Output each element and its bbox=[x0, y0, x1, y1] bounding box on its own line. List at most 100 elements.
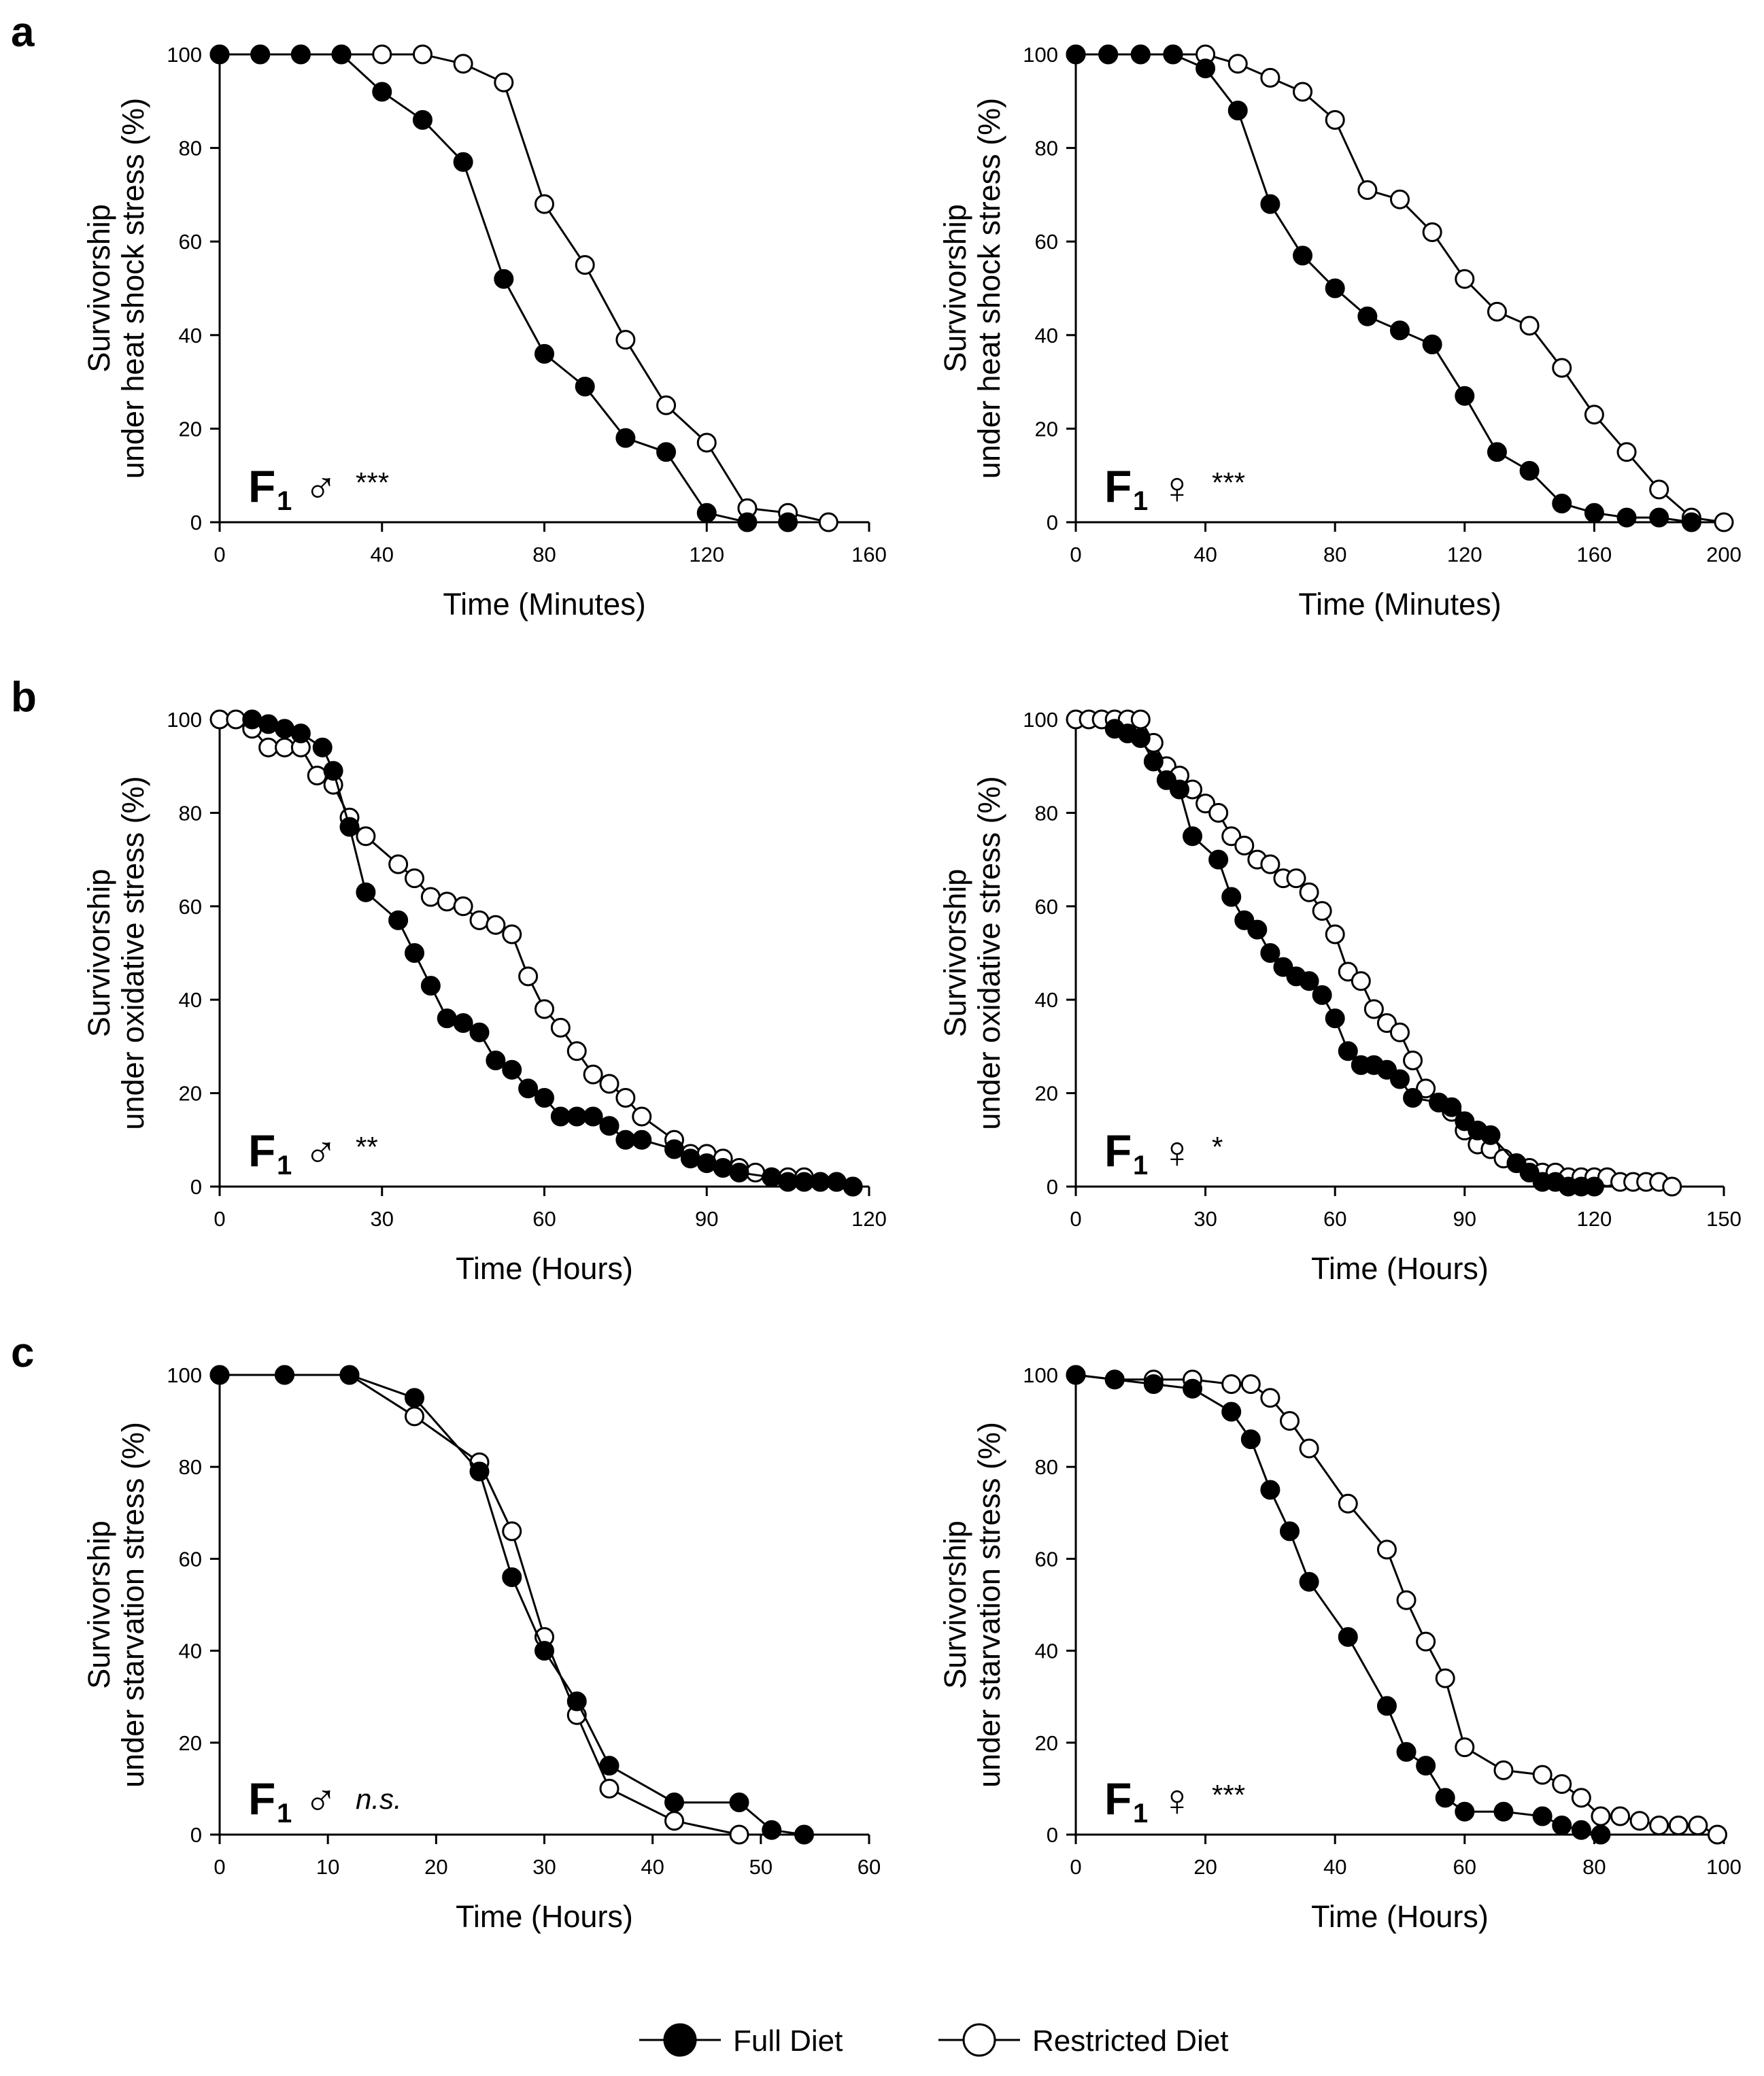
data-point-full-diet bbox=[1066, 1365, 1086, 1385]
y-axis-label-line1: Survivorship bbox=[82, 1520, 116, 1689]
data-point-restricted-diet bbox=[583, 1064, 603, 1085]
y-tick-label: 100 bbox=[167, 1363, 202, 1387]
group-subscript: 1 bbox=[1133, 1799, 1148, 1828]
data-point-restricted-diet bbox=[356, 826, 376, 847]
chart-panel-6: 0 20 40 60 80 100 0 20 40 60 80 100 Time (Hours) Surv… bbox=[938, 1363, 1742, 1934]
x-tick-label: 0 bbox=[1070, 543, 1081, 566]
data-point-restricted-diet bbox=[502, 1521, 522, 1542]
data-point-restricted-diet bbox=[632, 1106, 652, 1127]
x-tick-label: 100 bbox=[1706, 1855, 1742, 1879]
data-point-restricted-diet bbox=[1363, 999, 1384, 1019]
data-point-restricted-diet bbox=[1390, 1022, 1410, 1042]
y-tick-label: 100 bbox=[1023, 1363, 1058, 1387]
chart-panel-2: 0 20 40 60 80 100 0 40 80 120 160 200 Time (Minutes)… bbox=[938, 43, 1742, 622]
x-tick-label: 0 bbox=[1070, 1207, 1081, 1231]
y-tick-label: 100 bbox=[1023, 43, 1058, 67]
data-point-restricted-diet bbox=[1299, 882, 1319, 902]
data-point-full-diet bbox=[1681, 512, 1701, 532]
series-line-restricted-diet bbox=[220, 1374, 740, 1836]
x-tick-label: 160 bbox=[1577, 543, 1612, 566]
x-tick-label: 120 bbox=[689, 543, 724, 566]
data-point-full-diet bbox=[250, 44, 271, 65]
x-tick-label: 20 bbox=[424, 1855, 447, 1879]
data-point-restricted-diet bbox=[1552, 1774, 1572, 1794]
data-point-full-diet bbox=[1240, 1429, 1261, 1450]
y-tick-label: 40 bbox=[1035, 988, 1058, 1012]
data-point-restricted-diet bbox=[1571, 1788, 1591, 1808]
x-tick-label: 120 bbox=[1447, 543, 1482, 566]
legend-restricted-marker bbox=[962, 2023, 996, 2057]
data-point-full-diet bbox=[1143, 1374, 1164, 1395]
data-point-full-diet bbox=[615, 428, 636, 448]
data-point-full-diet bbox=[1591, 1824, 1611, 1845]
x-tick-label: 40 bbox=[1193, 543, 1217, 566]
x-tick-label: 40 bbox=[371, 543, 394, 566]
data-point-restricted-diet bbox=[1422, 222, 1442, 242]
sex-symbol: ♂ bbox=[304, 1127, 338, 1177]
data-point-restricted-diet bbox=[729, 1824, 749, 1845]
x-tick-label: 0 bbox=[1070, 1855, 1081, 1879]
data-point-restricted-diet bbox=[1455, 269, 1475, 289]
data-point-restricted-diet bbox=[226, 709, 246, 730]
data-point-full-diet bbox=[209, 1365, 230, 1385]
data-point-restricted-diet bbox=[372, 44, 392, 65]
data-point-restricted-diet bbox=[1649, 479, 1669, 500]
data-point-full-diet bbox=[737, 512, 758, 532]
data-point-full-diet bbox=[1435, 1788, 1455, 1808]
data-point-full-diet bbox=[1247, 919, 1268, 940]
data-point-restricted-diet bbox=[469, 910, 490, 930]
data-point-full-diet bbox=[1487, 442, 1507, 462]
data-point-full-diet bbox=[469, 1022, 490, 1042]
data-point-restricted-diet bbox=[818, 512, 838, 532]
data-point-full-diet bbox=[275, 719, 294, 739]
x-tick-label: 10 bbox=[316, 1855, 339, 1879]
data-point-restricted-diet bbox=[1662, 1176, 1682, 1197]
data-point-restricted-diet bbox=[412, 44, 432, 65]
data-point-full-diet bbox=[1221, 887, 1242, 907]
data-point-restricted-diet bbox=[1325, 109, 1345, 130]
y-tick-label: 40 bbox=[1035, 1639, 1058, 1663]
data-point-restricted-diet bbox=[1649, 1815, 1669, 1835]
x-axis-label: Time (Hours) bbox=[1311, 1899, 1489, 1934]
x-tick-label: 90 bbox=[695, 1207, 718, 1231]
series-line-full-diet bbox=[1076, 53, 1692, 524]
data-point-full-diet bbox=[1312, 985, 1332, 1005]
x-tick-label: 0 bbox=[214, 543, 225, 566]
y-tick-label: 80 bbox=[1035, 1455, 1058, 1479]
data-point-restricted-diet bbox=[1357, 180, 1378, 201]
data-point-full-diet bbox=[1299, 1571, 1319, 1592]
x-tick-label: 40 bbox=[641, 1855, 664, 1879]
data-point-full-diet bbox=[599, 1756, 620, 1776]
data-point-restricted-diet bbox=[566, 1041, 587, 1061]
chart-panel-3: 0 20 40 60 80 100 0 30 60 90 120 Time (Hours) Surviv… bbox=[11, 674, 887, 1286]
data-point-full-diet bbox=[356, 882, 376, 902]
y-tick-label: 80 bbox=[1035, 137, 1058, 160]
x-tick-label: 120 bbox=[1577, 1207, 1612, 1231]
data-point-full-diet bbox=[1299, 971, 1319, 991]
data-point-full-diet bbox=[664, 1139, 684, 1159]
sex-symbol: ♀ bbox=[1160, 462, 1194, 513]
data-point-full-diet bbox=[778, 512, 798, 532]
data-point-full-diet bbox=[1571, 1820, 1591, 1840]
data-point-restricted-diet bbox=[420, 887, 441, 907]
data-point-full-diet bbox=[1260, 1480, 1280, 1500]
y-tick-label: 100 bbox=[167, 708, 202, 732]
data-point-full-diet bbox=[1221, 1401, 1242, 1422]
y-tick-label: 40 bbox=[1035, 324, 1058, 347]
y-tick-label: 20 bbox=[179, 1731, 202, 1755]
data-point-restricted-diet bbox=[502, 924, 522, 945]
y-tick-label: 60 bbox=[1035, 1547, 1058, 1571]
significance-label: *** bbox=[1212, 466, 1245, 498]
data-point-full-diet bbox=[794, 1824, 814, 1845]
y-tick-label: 40 bbox=[179, 1639, 202, 1663]
data-point-restricted-diet bbox=[550, 1017, 571, 1038]
data-point-restricted-diet bbox=[1338, 1493, 1358, 1514]
data-point-full-diet bbox=[1390, 1069, 1410, 1089]
data-point-restricted-diet bbox=[615, 1087, 636, 1108]
y-axis-label-line2: under starvation stress (%) bbox=[116, 1422, 150, 1788]
data-point-restricted-diet bbox=[453, 54, 473, 74]
group-label: F bbox=[248, 1773, 275, 1824]
series-line-restricted-diet bbox=[220, 53, 829, 524]
data-point-restricted-diet bbox=[1293, 82, 1313, 102]
